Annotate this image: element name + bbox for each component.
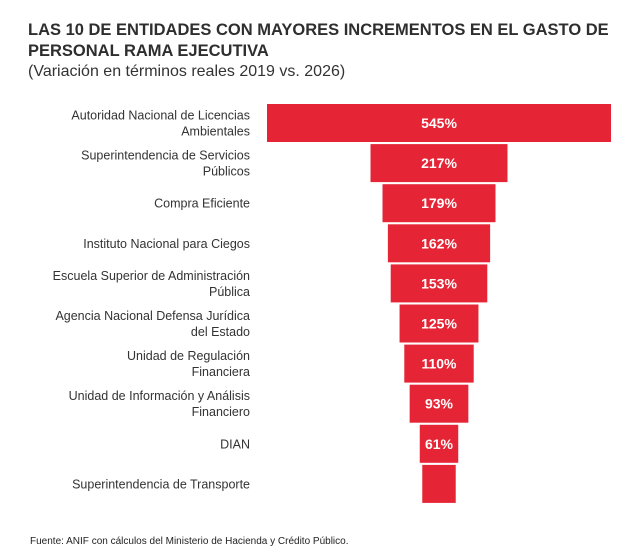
- funnel-bar: [399, 304, 479, 343]
- funnel-bar: [409, 384, 469, 423]
- data-label: 162%: [421, 235, 457, 251]
- category-label: Instituto Nacional para Ciegos: [83, 237, 250, 251]
- category-label: Escuela Superior de Administración Públic…: [53, 269, 250, 299]
- funnel-bar: [390, 264, 488, 303]
- data-label: 545%: [421, 115, 457, 131]
- funnel-bar: [419, 424, 459, 463]
- category-label: Autoridad Nacional de Licencias Ambiental…: [71, 109, 250, 139]
- chart-subtitle: (Variación en términos reales 2019 vs. 2…: [28, 63, 346, 80]
- category-label: Unidad de Regulación Financiera: [127, 349, 250, 379]
- source-note: Fuente: ANIF con cálculos del Ministerio…: [30, 536, 349, 547]
- chart-title: LAS 10 DE ENTIDADES CON MAYORES INCREMEN…: [28, 21, 609, 60]
- category-label: Compra Eficiente: [154, 197, 250, 211]
- category-label: Superintendencia de Transporte: [72, 477, 250, 491]
- data-label: 153%: [421, 275, 457, 291]
- category-label: Unidad de Información y Análisis Financie…: [69, 389, 250, 419]
- funnel-bar: [404, 344, 474, 383]
- funnel-bar: [382, 184, 496, 223]
- funnel-bar: [387, 224, 491, 263]
- data-label: 93%: [425, 396, 454, 412]
- funnel-bar: [267, 104, 611, 142]
- category-label: DIAN: [220, 437, 250, 451]
- data-label: 217%: [421, 155, 457, 171]
- data-label: 61%: [425, 436, 454, 452]
- data-label: 179%: [421, 195, 457, 211]
- data-label: 110%: [421, 356, 457, 372]
- category-label: Superintendencia de Servicios Públicos: [81, 149, 250, 179]
- data-label: 125%: [421, 316, 457, 332]
- funnel-bar: [422, 464, 456, 503]
- funnel-bar: [370, 144, 508, 183]
- category-label: Agencia Nacional Defensa Jurídica del Est…: [55, 309, 250, 339]
